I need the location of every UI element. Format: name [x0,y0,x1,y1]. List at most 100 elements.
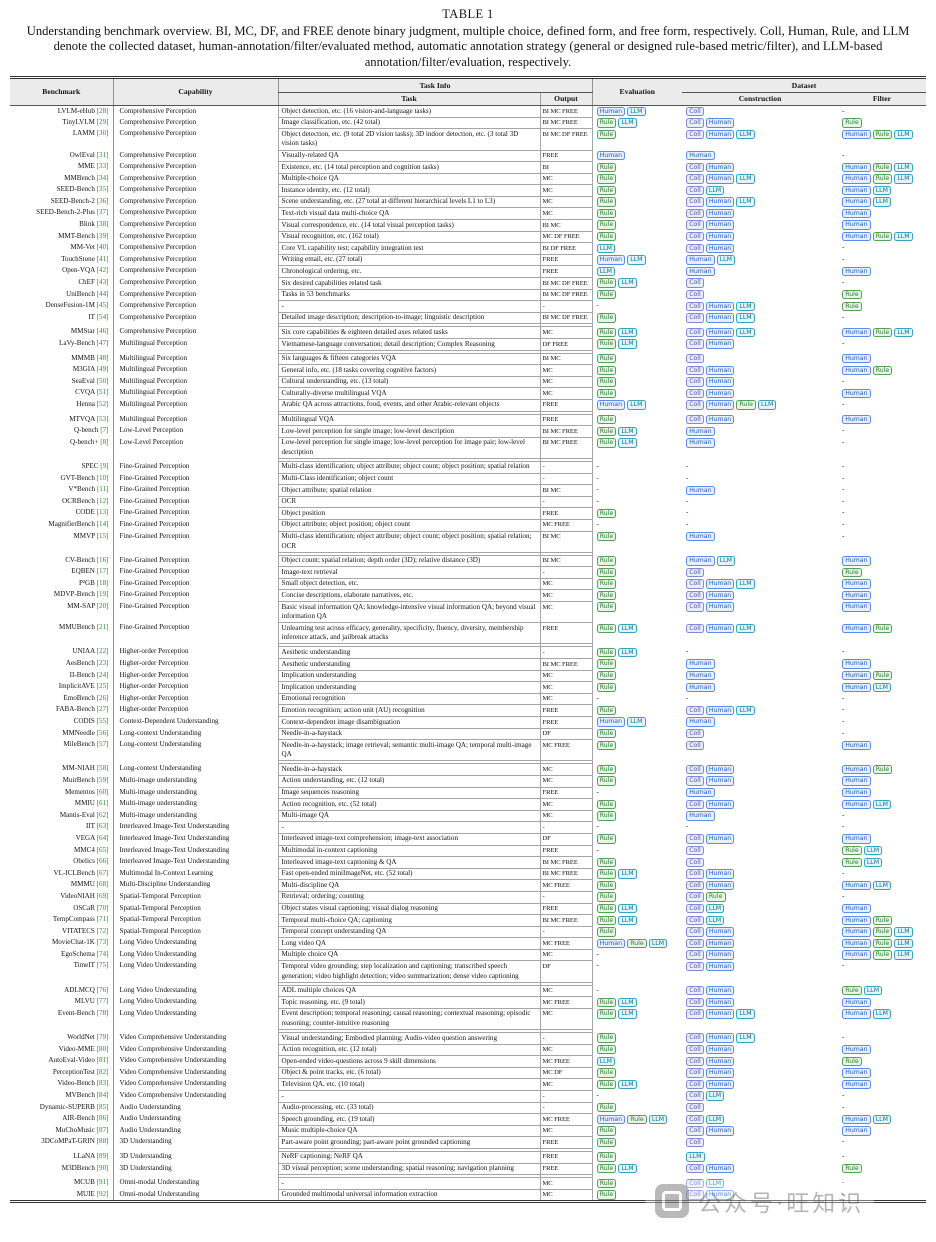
llm-badge: LLM [757,400,777,410]
task-cell: Needle-in-a-haystack [277,727,541,741]
llm-badge: LLM [618,118,637,128]
watermark: 公众号·旺知识 [645,1180,875,1222]
task-cell: Context-dependent image disambiguation [277,716,541,729]
llm-badge: LLM [618,997,637,1008]
benchmark-cell: M3GIA [49] [10,364,114,377]
rule-badge: Rule [596,602,617,612]
table-row: MM-NIAH [58] Long-context Understanding Ne… [10,763,926,776]
filter-cell: - [842,705,845,714]
output-cell: - [539,472,593,486]
citation-ref: [19] [96,590,109,599]
filter-cell: Human [838,740,926,761]
benchmark-name: UniBench [66,289,95,298]
capability-cell: Long-context Understanding [119,728,202,737]
task-cell: Visual recognition, etc. (162 total) [277,230,541,244]
output-cell: - [539,495,593,509]
benchmark-cell: Event-Bench [78] [10,1008,114,1030]
task-cell: Concise descriptions, elaborate narrativ… [277,589,541,603]
llm-badge: LLM [894,950,913,960]
output-cell: BI [539,161,593,174]
benchmark-name: TempCompass [52,915,95,924]
human-badge: Human [686,426,715,436]
filter-cell: - [842,961,845,970]
human-badge: Human [842,1114,871,1124]
table-row: Event-Bench [78] Long Video Understanding… [10,1007,926,1031]
construction-cell: - [686,496,689,505]
filter-cell: Human [838,775,926,787]
benchmark-cell: EgoSchema [74] [10,949,114,961]
task-cell: Television QA, etc. (10 total) [277,1078,541,1091]
citation-ref: [13] [96,508,109,517]
citation-ref: [36] [96,196,109,205]
coll-badge: Coll [686,377,704,387]
coll-badge: Coll [686,915,704,925]
human-badge: Human [842,579,871,589]
llm-badge: LLM [716,556,736,566]
output-cell: BI MC FREE [539,116,593,130]
filter-cell: Human [838,578,926,590]
human-badge: Human [705,986,735,996]
evaluation-cell: Rule [592,590,682,602]
human-badge: Human [705,301,735,312]
rule-badge: Rule [596,623,617,634]
benchmark-cell: IIT [63] [10,821,114,834]
table-row: ADLMCQ [76] Long Video Understanding ADL m… [10,984,926,998]
evaluation-cell: Rule [592,740,682,761]
benchmark-name: EmoBench [63,693,95,702]
filter-cell: Human Rule [838,915,926,927]
benchmark-name: 3DCoMPaT-GRIN [41,1137,95,1146]
benchmark-cell: MuChoMusic [87] [10,1125,114,1137]
llm-badge: LLM [872,1114,892,1124]
benchmark-cell: VEGA [64] [10,833,114,846]
benchmark-cell: VideoNIAH [69] [10,891,114,904]
human-badge: Human [705,377,735,387]
benchmark-name: MM-NIAH [62,764,95,773]
filter-cell: - [842,473,845,482]
benchmark-name: LLaNA [73,1151,95,1160]
capability-cell: Fine-Grained Perception [119,485,190,494]
human-badge: Human [705,1045,735,1055]
task-cell: Object detection, etc. (16 vision-and-la… [277,105,541,118]
capability-cell: Fine-Grained Perception [119,496,190,505]
filter-cell: Human [838,388,926,400]
evaluation-cell: Rule [592,682,682,694]
table-row: Q-bench+ [8] Low-Level Perception Low-leve… [10,436,926,459]
task-cell: Implication understanding [277,681,541,694]
evaluation-cell: Human LLM [592,717,682,729]
task-cell: Multi-image QA [277,809,541,823]
llm-badge: LLM [872,1009,892,1019]
benchmark-cell: SPEC [9] [10,461,114,474]
rule-badge: Rule [596,185,617,196]
human-badge: Human [705,232,735,242]
evaluation-cell: Rule [592,173,682,185]
output-cell: BI MC DF FREE [539,288,593,302]
capability-cell: Spatial-Temporal Perception [119,903,201,912]
construction-cell: Coll [682,567,838,579]
filter-cell: Human [838,1044,926,1056]
benchmark-name: TouchStone [61,254,95,263]
group-spacer [10,411,926,415]
rule-badge: Rule [596,1163,617,1174]
human-badge: Human [705,208,735,219]
evaluation-cell: Rule LLM [592,647,682,659]
benchmark-name: DenseFusion-1M [45,301,95,310]
evaluation-cell: - [596,787,599,796]
evaluation-cell: Rule [592,1125,682,1137]
human-badge: Human [842,659,871,669]
task-cell: Vietnamese-language conversation; detail… [277,338,541,351]
rule-badge: Rule [596,567,617,578]
coll-badge: Coll [686,232,704,242]
output-cell: BI MC [539,219,593,232]
benchmark-cell: LLaNA [89] [10,1151,114,1164]
filter-cell: Human LLM [838,880,926,892]
benchmark-name: WorldNet [67,1033,95,1042]
evaluation-cell: Rule [592,705,682,717]
citation-ref: [15] [96,531,109,540]
rule-badge: Rule [872,327,893,338]
